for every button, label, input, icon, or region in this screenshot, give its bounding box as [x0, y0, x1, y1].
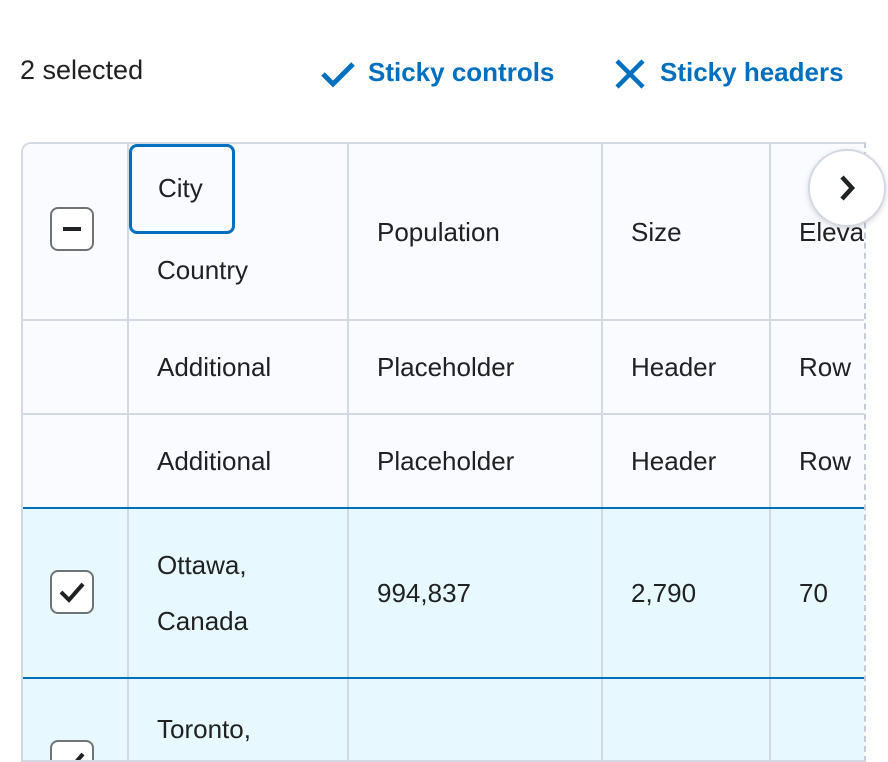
- selection-count: 2 selected: [20, 55, 144, 85]
- data-cell: Ottawa, Canada: [129, 509, 349, 679]
- select-all-checkbox[interactable]: [50, 207, 94, 251]
- chevron-icon: [840, 175, 856, 201]
- header-cell[interactable]: Population: [349, 144, 603, 321]
- select-cell: [23, 321, 129, 415]
- data-cell: Header: [603, 321, 771, 415]
- sort-country[interactable]: Country: [157, 255, 249, 285]
- check-icon: [321, 62, 355, 88]
- x-icon: [615, 59, 645, 89]
- check-icon: [59, 582, 85, 603]
- sticky-controls-toggle[interactable]: Sticky controls: [368, 57, 555, 87]
- page: 2 selected Sticky controls Sticky header…: [20, 55, 886, 762]
- sticky-headers-toggle[interactable]: Sticky headers: [660, 57, 844, 87]
- data-cell: Additional: [129, 321, 349, 415]
- data-cell: Header: [603, 415, 771, 509]
- row-checkbox[interactable]: [50, 570, 94, 614]
- data-cell: Placeholder: [349, 321, 603, 415]
- data-cell: [603, 679, 771, 760]
- check-icon: [75, 752, 85, 760]
- data-cell: 994,837: [349, 509, 603, 679]
- header-cell: City Country: [129, 144, 349, 321]
- data-cell: [349, 679, 603, 760]
- selected-border: [23, 677, 864, 679]
- data-cell: Toronto,: [129, 679, 349, 760]
- selected-border: [23, 507, 864, 509]
- select-cell: [23, 415, 129, 509]
- data-cell: Placeholder: [349, 415, 603, 509]
- data-cell: [771, 679, 864, 760]
- row-checkbox[interactable]: [50, 740, 94, 760]
- sort-city[interactable]: City: [129, 144, 235, 234]
- scroll-right-button[interactable]: [808, 149, 886, 227]
- header-cell[interactable]: Size: [603, 144, 771, 321]
- data-cell: Row: [771, 415, 864, 509]
- data-cell: Row: [771, 321, 864, 415]
- data-cell: 2,790: [603, 509, 771, 679]
- table: CityCountryPopulationSizeElevationAdditi…: [21, 142, 866, 762]
- data-cell: 70: [771, 509, 864, 679]
- data-cell: Additional: [129, 415, 349, 509]
- minus-icon: [63, 227, 81, 231]
